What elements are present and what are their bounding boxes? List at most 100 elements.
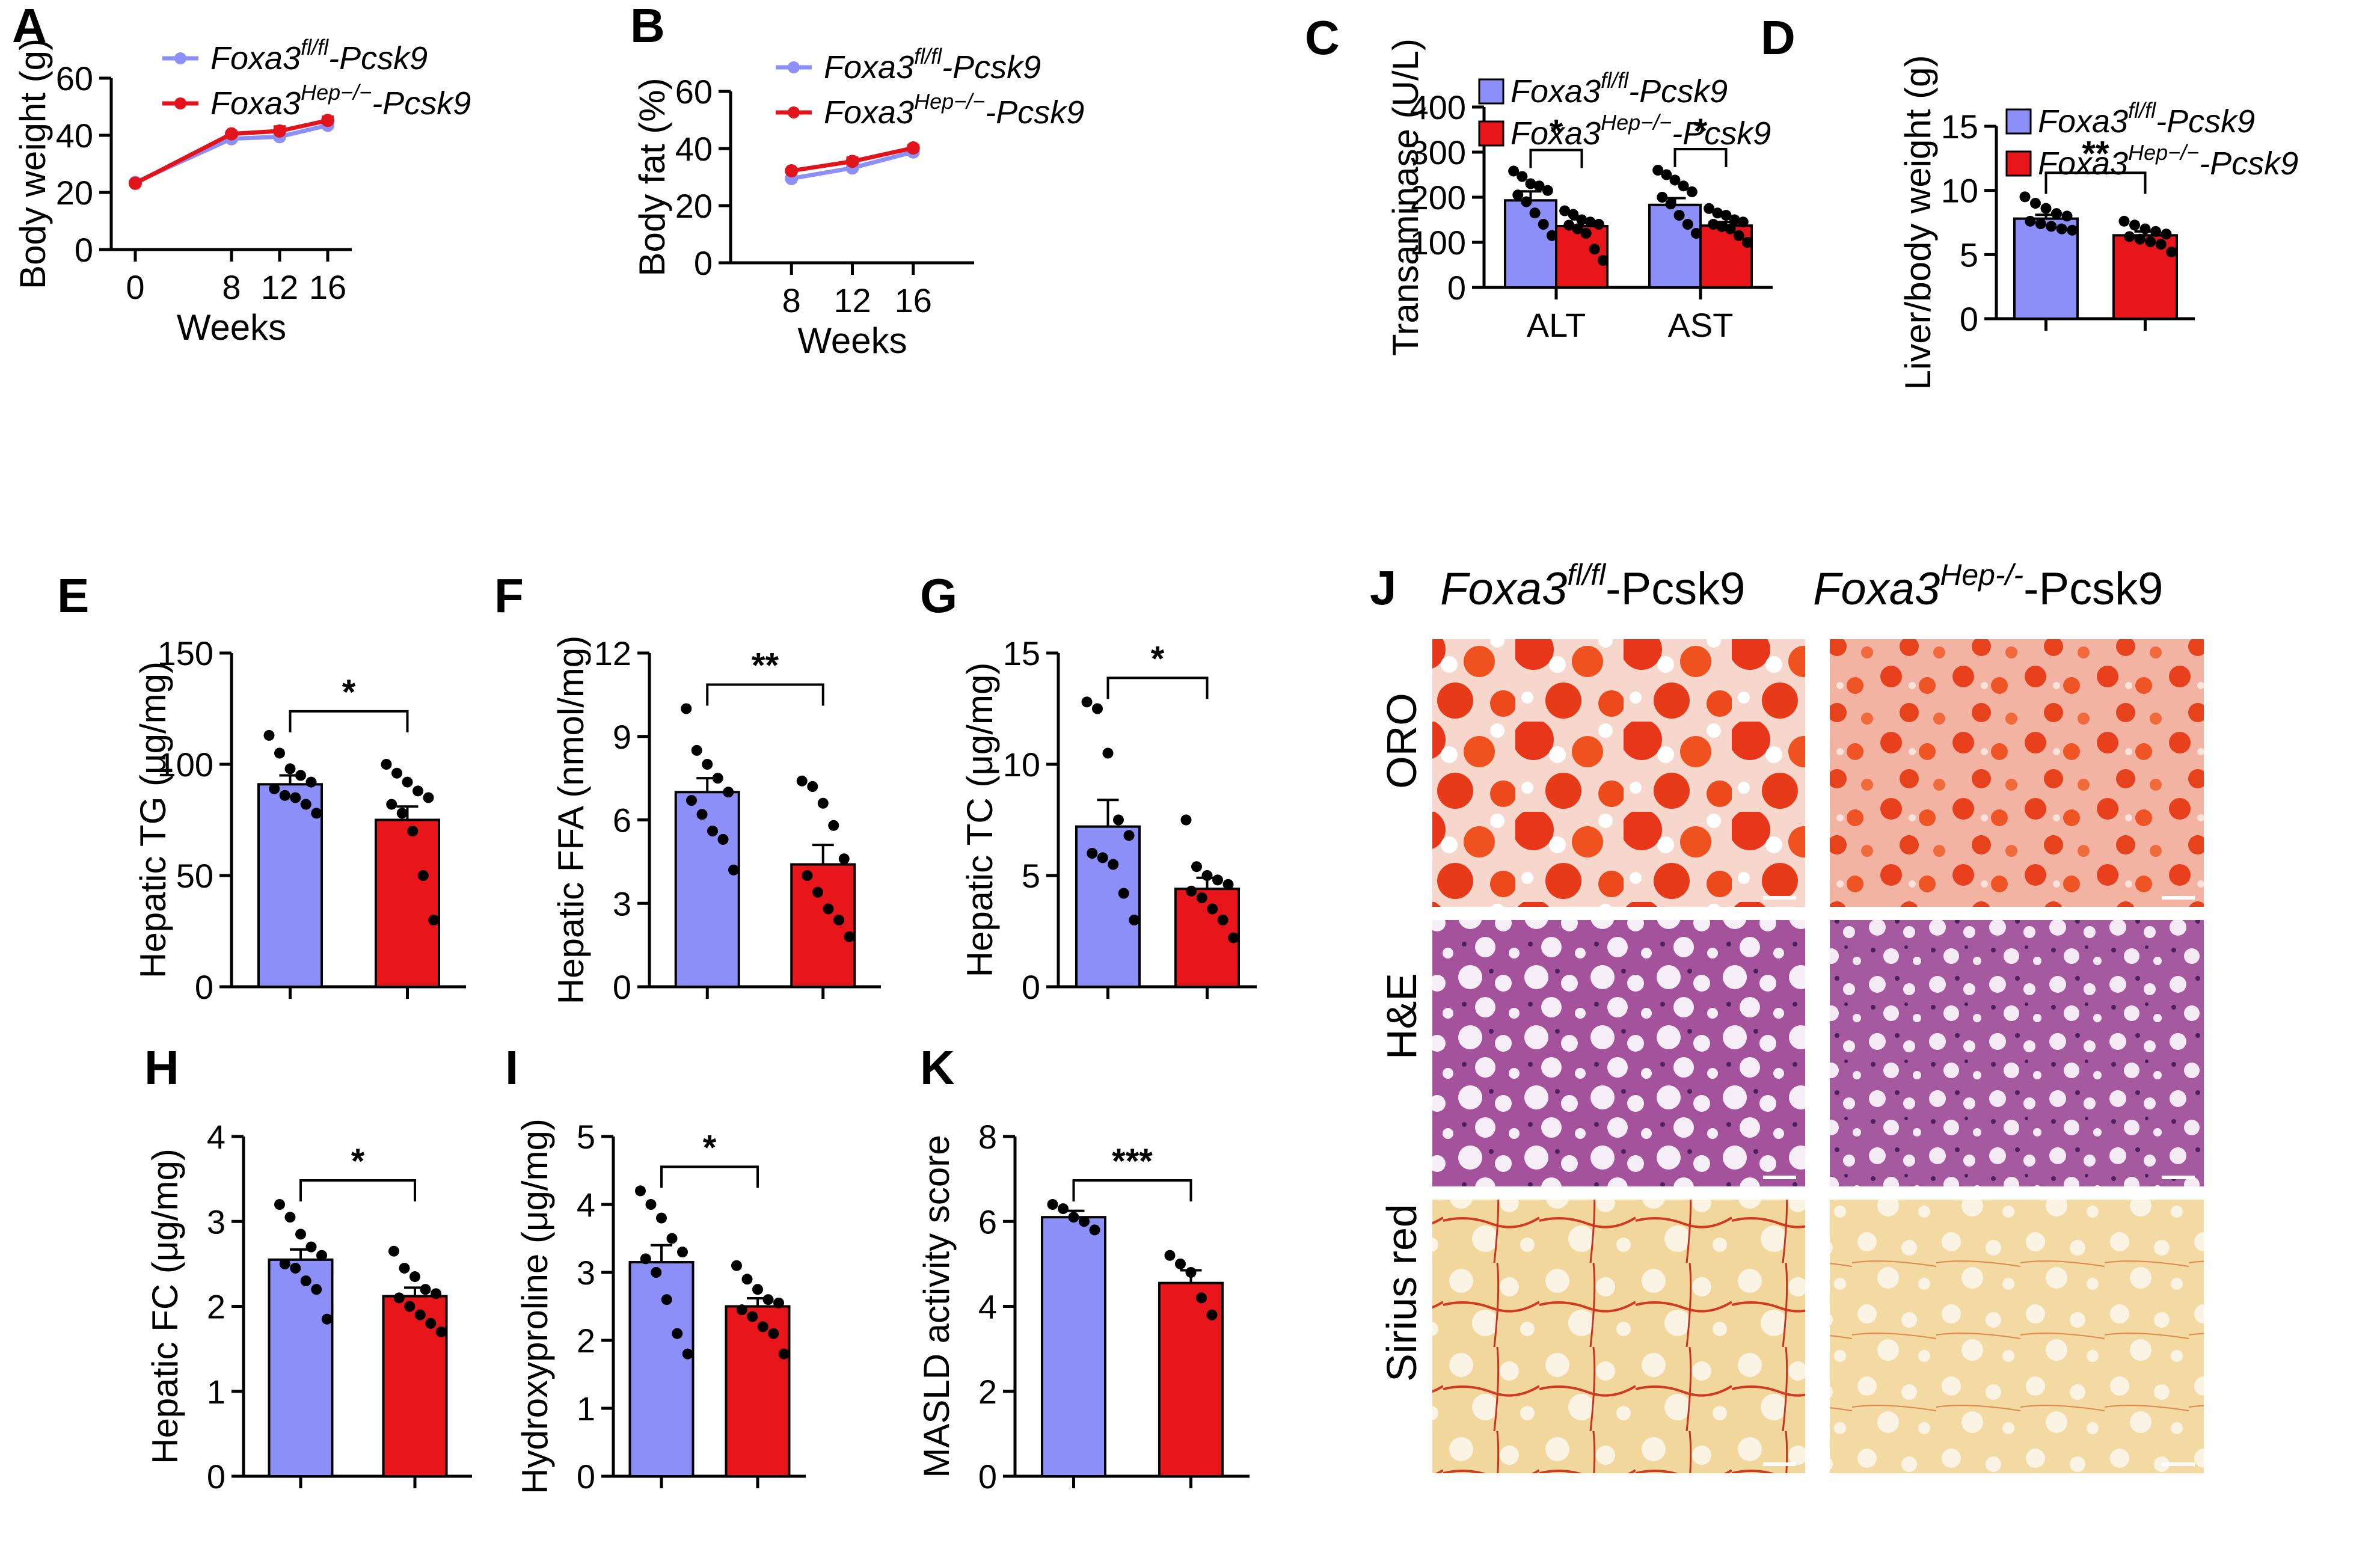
chart-c-data-point <box>1652 165 1664 176</box>
chart-i-ylabel: Hydroxyproline (μg/mg) <box>515 1118 555 1494</box>
chart-d-data-point <box>2051 208 2062 219</box>
chart-e-sig-bracket <box>289 710 409 732</box>
chart-c-data-point <box>1733 230 1744 241</box>
micrograph-he-ko <box>1830 920 2204 1186</box>
chart-k-data-point <box>1058 1203 1069 1215</box>
chart-h-bar <box>268 1258 334 1477</box>
scale-bar-sirius-wt <box>1763 1462 1796 1466</box>
micrograph-oro-wt <box>1432 639 1805 907</box>
chart-g-panel-label: G <box>920 569 957 622</box>
chart-a-ytick-label: 20 <box>56 174 93 212</box>
chart-e-data-point <box>295 770 306 781</box>
chart-h-data-point <box>414 1309 426 1321</box>
chart-i-bar <box>628 1261 695 1478</box>
chart-h-data-point <box>284 1212 296 1223</box>
chart-c-data-point <box>1665 198 1676 210</box>
chart-e-data-point <box>284 763 296 775</box>
chart-b-ytick-label: 20 <box>675 187 713 225</box>
chart-a-xtick-label: 12 <box>261 268 298 306</box>
chart-f-ytick-label: 3 <box>613 885 631 922</box>
chart-h-data-point <box>420 1284 431 1295</box>
chart-d-data-point <box>2145 236 2156 247</box>
chart-c-category-label: ALT <box>1527 306 1586 344</box>
chart-g-data-point <box>1118 888 1129 899</box>
chart-k-ytick-label: 2 <box>978 1373 997 1411</box>
chart-g-data-point <box>1222 879 1234 890</box>
panel-j-column-title-ko: Foxa3Hep-/--Pcsk9 <box>1813 558 2163 615</box>
chart-g-data-point <box>1092 703 1103 714</box>
chart-f-data-point <box>712 773 723 784</box>
chart-h-ytick-label: 4 <box>207 1118 225 1156</box>
chart-g-sig-label: * <box>1151 639 1165 678</box>
chart-g-data-point <box>1129 915 1140 925</box>
chart-c-data-point <box>1529 207 1541 219</box>
chart-d-ytick-label: 10 <box>1941 172 1978 210</box>
chart-c-legend-wt-text: Foxa3fl/fl-Pcsk9 <box>1511 68 1728 109</box>
chart-h-ytick-label: 2 <box>207 1288 225 1326</box>
chart-f-data-point <box>823 903 834 915</box>
chart-k-ylabel: MASLD activity score <box>916 1135 957 1477</box>
chart-e-data-point <box>423 792 434 803</box>
chart-a-legend-ko-swatch-dot <box>174 97 186 109</box>
chart-a-legend-wt-swatch-dot <box>174 52 186 64</box>
chart-d-ytick-label: 5 <box>1960 236 1978 274</box>
chart-f-data-point <box>838 853 850 865</box>
chart-i-data-point <box>768 1328 779 1339</box>
chart-e-data-point <box>274 747 285 759</box>
chart-e-data-point <box>407 826 419 836</box>
chart-i-ytick-label: 0 <box>577 1458 595 1495</box>
scale-bar-oro-ko <box>2162 896 2195 900</box>
chart-c-data-point <box>1512 189 1524 201</box>
chart-i: I 0 1 2 3 4 5 Hydroxyproline (μg/mg) * <box>505 1041 806 1495</box>
chart-d-data-point <box>2161 229 2172 240</box>
chart-k-ytick-label: 4 <box>978 1288 997 1326</box>
chart-i-data-point <box>645 1199 657 1210</box>
chart-g-ytick-label: 5 <box>1022 857 1040 895</box>
chart-c-data-point <box>1584 216 1596 228</box>
chart-h-data-point <box>435 1326 447 1337</box>
chart-i-data-point <box>640 1253 651 1265</box>
chart-e-data-point <box>428 915 440 925</box>
chart-e-data-point <box>311 808 322 819</box>
chart-a-xtick-label: 16 <box>309 268 346 306</box>
chart-f-data-point <box>802 870 813 881</box>
chart-i-data-point <box>731 1260 742 1271</box>
chart-f-data-point <box>686 795 697 806</box>
chart-c-ytick-label: 300 <box>1410 133 1466 171</box>
chart-h-ytick-label: 3 <box>207 1203 225 1241</box>
chart-d-legend-wt-swatch <box>2005 108 2032 135</box>
chart-a-legend-wt-text: Foxa3fl/fl-Pcsk9 <box>210 35 428 76</box>
scale-bar-he-wt <box>1763 1176 1796 1179</box>
chart-f-data-point <box>681 703 692 714</box>
chart-d-data-point <box>2067 224 2078 236</box>
chart-e-data-point <box>402 776 413 788</box>
chart-e-data-point <box>290 792 301 803</box>
chart-i-data-point <box>762 1294 774 1305</box>
chart-c-data-point <box>1572 223 1583 235</box>
chart-d-data-point <box>2124 231 2135 242</box>
chart-g-ylabel: Hepatic TC (μg/mg) <box>960 663 1000 978</box>
chart-c-data-point <box>1708 219 1719 230</box>
chart-d-data-point <box>2166 247 2177 258</box>
chart-e-data-point <box>413 785 423 797</box>
chart-k-bar <box>1041 1216 1106 1477</box>
chart-d-data-point <box>2019 191 2031 203</box>
chart-g-data-point <box>1081 696 1093 708</box>
chart-f-sig-bracket <box>706 683 824 706</box>
chart-h-sig-bracket <box>299 1179 416 1201</box>
chart-e-data-point <box>396 808 408 819</box>
chart-d-ytick-label: 15 <box>1941 108 1978 146</box>
chart-c-data-point <box>1729 214 1740 225</box>
chart-g-data-point <box>1123 830 1135 841</box>
chart-f-ytick-label: 0 <box>613 968 631 1006</box>
chart-d-legend-ko-text: Foxa3Hep−/−-Pcsk9 <box>2038 140 2298 182</box>
chart-c-sig-bracket <box>1529 149 1583 168</box>
chart-h-data-point <box>300 1275 311 1287</box>
chart-d-data-point <box>2046 221 2057 232</box>
chart-i-ytick-label: 4 <box>577 1186 595 1224</box>
chart-d-data-point <box>2129 219 2140 231</box>
chart-c-ylabel: Transaminase (U/L) <box>1385 38 1426 356</box>
